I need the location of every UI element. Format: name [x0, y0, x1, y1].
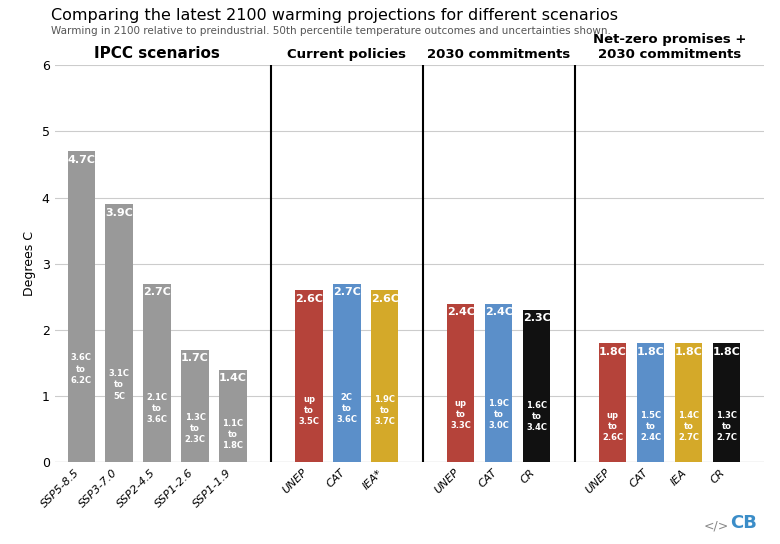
Text: 1.4C: 1.4C — [219, 373, 247, 383]
Text: Warming in 2100 relative to preindustrial. 50th percentile temperature outcomes : Warming in 2100 relative to preindustria… — [51, 26, 611, 36]
Bar — [182, 350, 209, 462]
Text: CB: CB — [730, 514, 757, 532]
Text: 1.8C: 1.8C — [675, 347, 703, 356]
Bar — [485, 304, 512, 462]
Text: 1.5C
to
2.4C: 1.5C to 2.4C — [640, 411, 661, 442]
Text: up
to
3.5C: up to 3.5C — [299, 395, 320, 426]
Text: 2.4C: 2.4C — [484, 307, 512, 317]
Bar — [371, 290, 399, 462]
Bar — [636, 343, 665, 462]
Text: 4.7C: 4.7C — [67, 154, 95, 165]
Text: 1.6C
to
3.4C: 1.6C to 3.4C — [526, 401, 548, 432]
Text: 3.9C: 3.9C — [105, 208, 133, 218]
Text: IPCC scenarios: IPCC scenarios — [94, 46, 220, 61]
Text: 3.6C
to
6.2C: 3.6C to 6.2C — [71, 354, 92, 385]
Text: 1.8C: 1.8C — [598, 347, 626, 356]
Text: Net-zero promises +
2030 commitments: Net-zero promises + 2030 commitments — [593, 33, 746, 61]
Text: 2030 commitments: 2030 commitments — [427, 48, 570, 61]
Text: 1.4C
to
2.7C: 1.4C to 2.7C — [678, 411, 699, 442]
Bar — [68, 151, 95, 462]
Bar — [333, 284, 360, 462]
Text: Current policies: Current policies — [287, 48, 406, 61]
Text: 2.4C: 2.4C — [447, 307, 475, 317]
Text: 3.1C
to
5C: 3.1C to 5C — [108, 369, 129, 400]
Text: 2.1C
to
3.6C: 2.1C to 3.6C — [147, 393, 168, 424]
Y-axis label: Degrees C: Degrees C — [23, 231, 36, 296]
Bar — [599, 343, 626, 462]
Text: up
to
2.6C: up to 2.6C — [602, 411, 623, 442]
Text: 1.9C
to
3.7C: 1.9C to 3.7C — [374, 395, 395, 426]
Bar — [219, 370, 246, 462]
Text: 2.6C: 2.6C — [295, 294, 323, 304]
Text: 1.8C: 1.8C — [712, 347, 740, 356]
Text: Comparing the latest 2100 warming projections for different scenarios: Comparing the latest 2100 warming projec… — [51, 8, 618, 23]
Text: 2.3C: 2.3C — [523, 313, 551, 324]
Bar — [105, 204, 133, 462]
Text: 1.8C: 1.8C — [636, 347, 665, 356]
Text: 2.6C: 2.6C — [370, 294, 399, 304]
Text: 1.7C: 1.7C — [181, 353, 209, 363]
Text: up
to
3.3C: up to 3.3C — [450, 399, 471, 430]
Text: 2.7C: 2.7C — [333, 287, 361, 297]
Text: 1.9C
to
3.0C: 1.9C to 3.0C — [488, 399, 509, 430]
Bar — [675, 343, 702, 462]
Bar — [447, 304, 474, 462]
Text: 1.1C
to
1.8C: 1.1C to 1.8C — [222, 419, 243, 450]
Text: </>: </> — [704, 519, 729, 532]
Bar — [523, 310, 551, 462]
Text: 1.3C
to
2.3C: 1.3C to 2.3C — [185, 413, 206, 444]
Bar — [144, 284, 171, 462]
Bar — [296, 290, 323, 462]
Bar — [713, 343, 740, 462]
Text: 1.3C
to
2.7C: 1.3C to 2.7C — [716, 411, 737, 442]
Text: 2C
to
3.6C: 2C to 3.6C — [336, 393, 357, 424]
Text: 2.7C: 2.7C — [144, 287, 171, 297]
